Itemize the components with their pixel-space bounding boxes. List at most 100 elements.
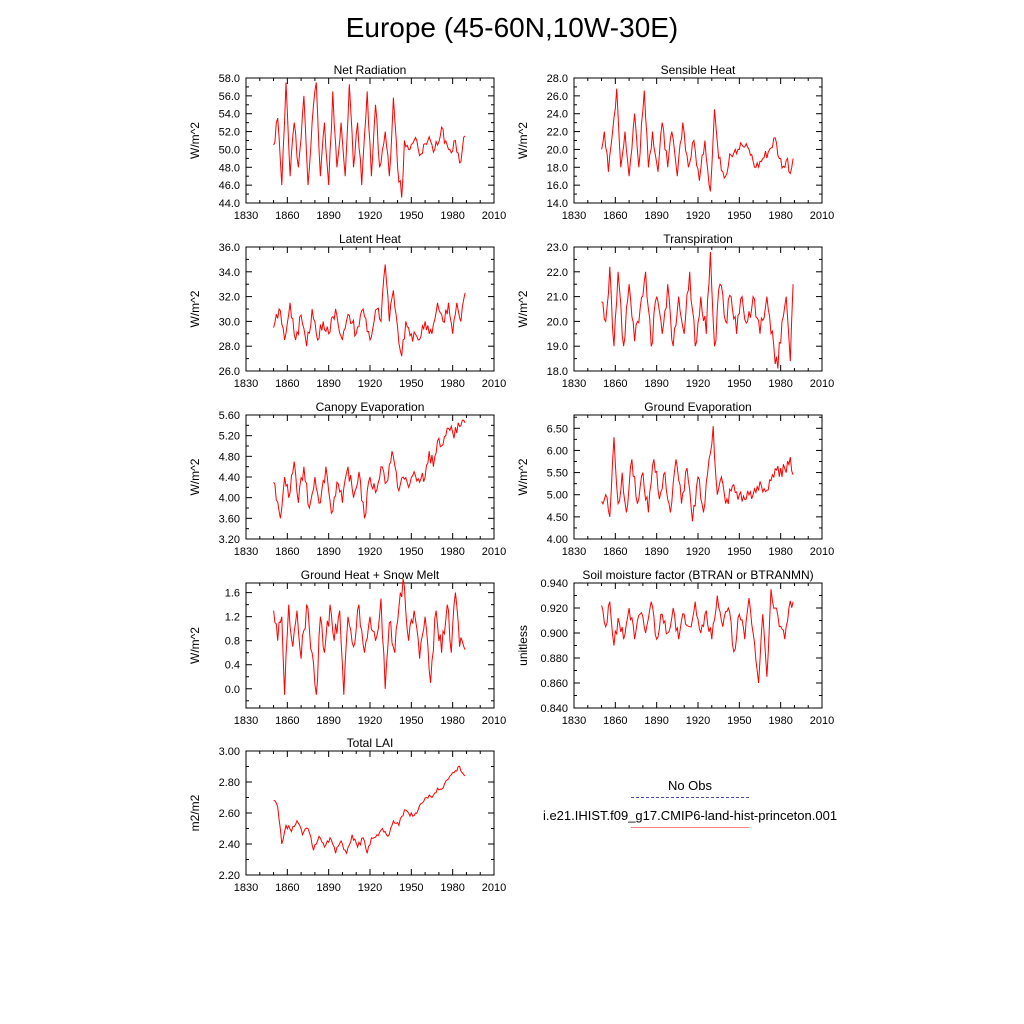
y-tick-label: 5.50 [547, 468, 568, 480]
x-tick-label: 1920 [358, 715, 382, 727]
x-tick-label: 2010 [810, 378, 834, 390]
y-tick-label: 0.840 [540, 703, 568, 715]
y-axis-label: W/m^2 [516, 458, 530, 495]
x-tick-label: 2010 [482, 882, 506, 894]
y-tick-label: 0.920 [540, 603, 568, 615]
x-tick-label: 2010 [810, 210, 834, 222]
y-tick-label: 22.0 [547, 127, 568, 139]
y-tick-label: 52.0 [219, 127, 240, 139]
y-tick-label: 54.0 [219, 109, 240, 121]
chart-panel: Ground Evaporation W/m^2 1830 1860 1890 1920 1… [516, 400, 834, 558]
x-tick-label: 2010 [482, 546, 506, 558]
y-tick-label: 19.0 [547, 341, 568, 353]
y-tick-label: 2.40 [219, 839, 240, 851]
y-tick-label: 16.0 [547, 180, 568, 192]
y-axis-label: unitless [516, 625, 530, 666]
x-tick-label: 1830 [562, 378, 586, 390]
x-tick-label: 1950 [727, 546, 751, 558]
y-tick-label: 4.00 [547, 534, 568, 546]
x-tick-label: 1830 [234, 715, 258, 727]
y-tick-label: 5.60 [219, 410, 240, 422]
x-tick-label: 1950 [399, 210, 423, 222]
x-tick-label: 1980 [768, 378, 792, 390]
y-axis-label: W/m^2 [516, 290, 530, 327]
y-tick-label: 6.50 [547, 423, 568, 435]
chart-panel: Latent Heat W/m^2 1830 1860 1890 1920 1950 1980… [188, 232, 506, 390]
x-tick-label: 1950 [399, 378, 423, 390]
x-tick-label: 1980 [440, 882, 464, 894]
x-tick-label: 1980 [768, 715, 792, 727]
chart-title: Latent Heat [339, 232, 402, 246]
y-tick-label: 23.0 [547, 242, 568, 254]
x-tick-label: 1860 [603, 546, 627, 558]
y-tick-label: 0.860 [540, 678, 568, 690]
x-tick-label: 2010 [482, 210, 506, 222]
x-tick-label: 1980 [440, 546, 464, 558]
x-tick-label: 1860 [275, 210, 299, 222]
series-line [273, 264, 466, 357]
x-tick-label: 1950 [727, 378, 751, 390]
y-axis-label: m2/m2 [188, 794, 202, 831]
x-tick-label: 1860 [603, 715, 627, 727]
y-tick-label: 5.00 [547, 490, 568, 502]
y-tick-label: 50.0 [219, 144, 240, 156]
x-tick-label: 1920 [686, 378, 710, 390]
y-tick-label: 26.0 [547, 91, 568, 103]
x-tick-label: 1890 [644, 210, 668, 222]
y-tick-label: 20.0 [547, 316, 568, 328]
y-tick-label: 2.80 [219, 777, 240, 789]
plot-frame [573, 582, 823, 709]
x-tick-label: 1830 [234, 882, 258, 894]
y-tick-label: 24.0 [547, 109, 568, 121]
series-line [601, 426, 794, 522]
y-tick-label: 30.0 [219, 316, 240, 328]
y-tick-label: 34.0 [219, 267, 240, 279]
x-tick-label: 1920 [686, 715, 710, 727]
legend: No Obs i.e21.IHIST.f09_g17.CMIP6-land-hi… [520, 778, 860, 828]
y-tick-label: 22.0 [547, 267, 568, 279]
y-tick-label: 3.20 [219, 534, 240, 546]
y-tick-label: 6.00 [547, 445, 568, 457]
x-tick-label: 2010 [482, 715, 506, 727]
x-tick-label: 1890 [316, 210, 340, 222]
y-axis-label: W/m^2 [516, 122, 530, 159]
y-tick-label: 5.20 [219, 431, 240, 443]
x-tick-label: 2010 [810, 715, 834, 727]
chart-title: Soil moisture factor (BTRAN or BTRANMN) [582, 568, 813, 582]
x-tick-label: 1980 [768, 546, 792, 558]
x-tick-label: 1830 [562, 715, 586, 727]
y-tick-label: 0.900 [540, 628, 568, 640]
y-tick-label: 56.0 [219, 91, 240, 103]
x-tick-label: 1920 [686, 210, 710, 222]
series-line [273, 82, 466, 198]
y-tick-label: 0.4 [225, 660, 240, 672]
y-axis-label: W/m^2 [188, 458, 202, 495]
y-tick-label: 2.60 [219, 808, 240, 820]
x-tick-label: 1920 [686, 546, 710, 558]
x-tick-label: 1890 [316, 882, 340, 894]
x-tick-label: 1830 [234, 546, 258, 558]
x-tick-label: 1950 [727, 715, 751, 727]
y-tick-label: 44.0 [219, 198, 240, 210]
x-tick-label: 1980 [440, 378, 464, 390]
y-tick-label: 32.0 [219, 292, 240, 304]
chart-panel: Net Radiation W/m^2 1830 1860 1890 1920 1950 19… [188, 63, 506, 222]
series-line [601, 589, 794, 684]
series-line [601, 251, 794, 369]
y-tick-label: 20.0 [547, 144, 568, 156]
x-tick-label: 1890 [316, 715, 340, 727]
chart-panel: Sensible Heat W/m^2 1830 1860 1890 1920 1950 19… [516, 63, 834, 222]
y-tick-label: 2.20 [219, 870, 240, 882]
chart-panel: Ground Heat + Snow Melt W/m^2 1830 1860 1890… [188, 568, 506, 727]
y-axis-label: W/m^2 [188, 627, 202, 664]
y-tick-label: 48.0 [219, 162, 240, 174]
x-tick-label: 1890 [644, 378, 668, 390]
legend-model-label: i.e21.IHIST.f09_g17.CMIP6-land-hist-prin… [542, 808, 838, 823]
y-tick-label: 3.60 [219, 513, 240, 525]
legend-model-swatch [631, 827, 749, 828]
y-tick-label: 28.0 [547, 73, 568, 85]
chart-title: Transpiration [663, 232, 733, 246]
chart-title: Net Radiation [334, 63, 407, 77]
x-tick-label: 1950 [399, 546, 423, 558]
legend-obs-label: No Obs [667, 778, 713, 793]
